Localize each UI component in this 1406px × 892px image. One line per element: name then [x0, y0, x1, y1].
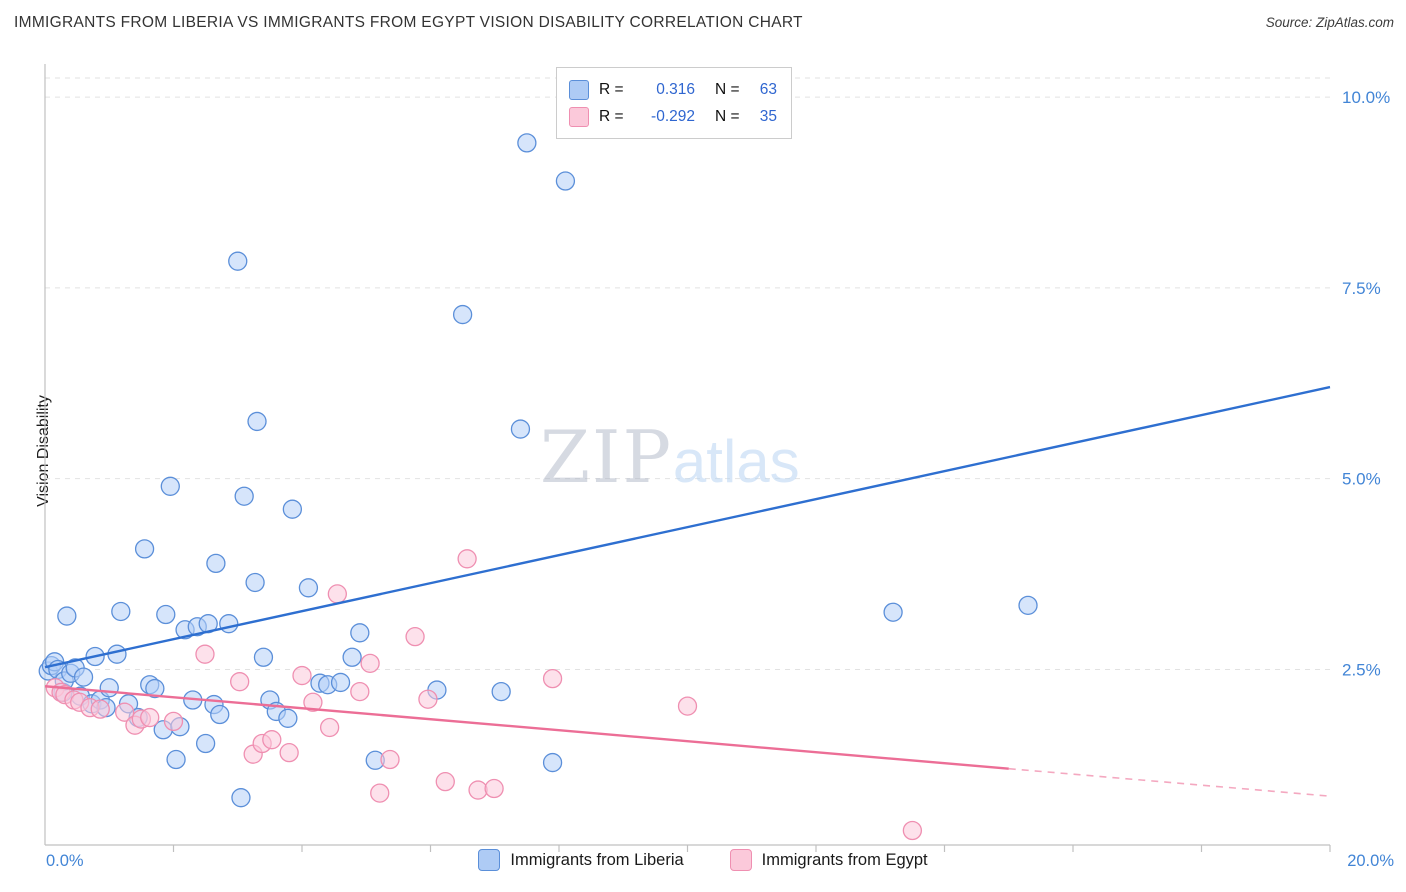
scatter-point-liberia [245, 572, 265, 593]
trend-line-egypt [44, 685, 1009, 770]
scatter-point-liberia [134, 539, 155, 559]
scatter-point-liberia [542, 752, 563, 773]
scatter-point-liberia [228, 251, 248, 271]
scatter-point-egypt [195, 644, 215, 664]
scatter-point-liberia [219, 614, 239, 634]
scatter-point-egypt [327, 584, 347, 604]
trend-line-extension-egypt [1008, 767, 1331, 797]
scatter-point-egypt [292, 665, 312, 686]
scatter-point-egypt [360, 653, 380, 674]
scatter-point-liberia [231, 788, 251, 808]
scatter-point-egypt [279, 743, 299, 763]
y-tick-label: 10.0% [1342, 88, 1390, 107]
r-value-liberia: 0.316 [656, 80, 695, 98]
legend-row-egypt: R = -0.292 N = 35 [569, 103, 777, 130]
liberia-swatch-icon [478, 849, 501, 871]
y-tick-label: 2.5% [1342, 660, 1381, 679]
scatter-point-liberia [491, 681, 511, 702]
r-label: R = [599, 107, 624, 125]
scatter-point-liberia [452, 304, 473, 325]
scatter-point-liberia [282, 499, 303, 519]
scatter-point-egypt [115, 702, 135, 722]
scatter-point-liberia [111, 601, 131, 622]
scatter-point-egypt [163, 711, 184, 732]
bottom-legend-item-liberia: Immigrants from Liberia [478, 849, 684, 871]
n-value-liberia: 63 [759, 80, 777, 98]
scatter-point-liberia [145, 678, 165, 699]
scatter-point-liberia [160, 476, 180, 496]
n-label: N = [715, 80, 740, 98]
x-axis-min-label: 0.0% [46, 852, 84, 870]
scatter-point-egypt [468, 780, 488, 800]
scatter-point-egypt [902, 820, 923, 841]
scatter-point-egypt [677, 696, 698, 716]
scatter-point-liberia [247, 411, 267, 432]
scatter-point-liberia [166, 749, 186, 770]
scatter-point-liberia [555, 171, 576, 191]
scatter-point-egypt [370, 783, 390, 803]
scatter-point-liberia [210, 704, 230, 725]
scatter-point-liberia [156, 604, 176, 625]
scatter-point-egypt [262, 730, 282, 750]
scatter-point-egypt [405, 627, 425, 647]
scatter-point-egypt [457, 549, 477, 569]
scatter-point-egypt [140, 707, 160, 728]
bottom-legend: Immigrants from Liberia Immigrants from … [0, 849, 1406, 871]
egypt-swatch-icon [729, 849, 752, 871]
scatter-point-egypt [90, 699, 110, 719]
scatter-point-liberia [234, 486, 254, 506]
liberia-swatch-icon [569, 79, 589, 100]
scatter-point-liberia [1018, 595, 1038, 616]
scatter-point-liberia [883, 602, 903, 622]
r-label: R = [599, 80, 624, 98]
scatter-point-liberia [278, 708, 298, 728]
scatter-point-liberia [510, 419, 531, 439]
bottom-legend-item-egypt: Immigrants from Egypt [729, 849, 928, 871]
scatter-point-egypt [303, 692, 323, 712]
scatter-point-liberia [195, 733, 216, 754]
source-attribution: Source: ZipAtlas.com [1265, 15, 1394, 30]
scatter-point-egypt [542, 668, 563, 689]
scatter-point-liberia [57, 606, 77, 626]
legend-row-liberia: R = 0.316 N = 63 [569, 76, 777, 103]
scatter-point-liberia [73, 667, 94, 687]
scatter-point-egypt [350, 681, 370, 702]
trend-line-liberia [44, 385, 1331, 669]
r-value-egypt: -0.292 [651, 107, 695, 125]
y-tick-label: 5.0% [1342, 470, 1381, 489]
scatter-point-egypt [319, 717, 340, 738]
y-tick-label: 7.5% [1342, 279, 1381, 298]
bottom-legend-liberia-label: Immigrants from Liberia [510, 850, 684, 869]
scatter-point-liberia [517, 133, 537, 153]
scatter-point-liberia [350, 623, 370, 643]
scatter-point-egypt [435, 772, 455, 792]
scatter-point-liberia [342, 647, 362, 667]
egypt-swatch-icon [569, 106, 589, 127]
scatter-point-liberia [298, 578, 319, 598]
scatter-point-egypt [230, 672, 250, 692]
scatter-point-egypt [380, 749, 400, 770]
chart-title: IMMIGRANTS FROM LIBERIA VS IMMIGRANTS FR… [14, 14, 803, 31]
bottom-legend-egypt-label: Immigrants from Egypt [761, 850, 928, 869]
correlation-legend-box: R = 0.316 N = 63 R = -0.292 N = 35 [556, 67, 792, 139]
n-value-egypt: 35 [759, 107, 777, 125]
scatter-point-egypt [418, 689, 438, 709]
x-axis-max-label: 20.0% [1347, 852, 1394, 870]
scatter-point-liberia [253, 647, 274, 667]
scatter-point-liberia [99, 678, 119, 698]
scatter-point-liberia [107, 644, 127, 664]
scatter-point-liberia [206, 553, 226, 574]
scatter-point-liberia [330, 672, 351, 693]
n-label: N = [715, 107, 740, 125]
scatter-point-egypt [484, 778, 504, 799]
